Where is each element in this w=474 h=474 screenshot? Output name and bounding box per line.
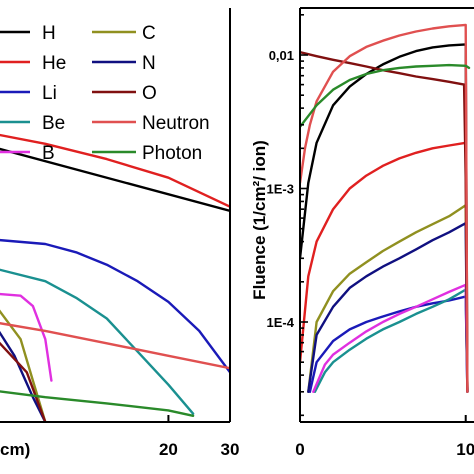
- right-x-tick-label-10: 10: [456, 440, 474, 459]
- right-series-line-o: [300, 51, 469, 393]
- left-series-line-h: [0, 147, 230, 213]
- left-series-line-photon: [0, 390, 195, 417]
- left-x-tick-label-30: 30: [221, 440, 240, 459]
- legend-label-be: Be: [42, 113, 65, 134]
- legend-label-n: N: [142, 53, 156, 74]
- left-plot-area: [0, 133, 230, 422]
- left-series-line-o: [0, 341, 47, 422]
- left-axis: 20 30 cm): [0, 8, 239, 459]
- legend-label-neutron: Neutron: [142, 113, 210, 134]
- left-panel: 20 30 cm) H He Li Be B CNO Neutron Photon: [0, 8, 239, 459]
- right-y-tick-label-1e-4: 1E-4: [267, 315, 295, 330]
- legend-label-c: C: [142, 23, 156, 44]
- right-series-line-b: [312, 283, 469, 393]
- right-series-line-neutron: [300, 23, 469, 393]
- right-y-tick-label-1e-3: 1E-3: [267, 182, 294, 197]
- legend-label-b: B: [42, 143, 55, 164]
- right-series-line-he: [300, 141, 469, 393]
- right-y-axis-label: Fluence (1/cm²/ ion): [250, 140, 269, 300]
- legend-label-li: Li: [42, 83, 57, 104]
- right-plot-area: [300, 23, 471, 393]
- right-series-line-li: [308, 295, 469, 393]
- right-axis: 1E-4 1E-3 0,01 0 10 Fluence (1/cm²/ ion): [250, 7, 474, 459]
- right-series-line-photon: [300, 63, 471, 128]
- left-series-line-n: [0, 330, 47, 422]
- left-series-line-b: [0, 292, 53, 382]
- left-series-line-he: [0, 133, 230, 208]
- right-y-tick-label-0-01: 0,01: [269, 48, 294, 63]
- left-series-line-c: [0, 309, 47, 422]
- left-series-line-neutron: [0, 322, 230, 370]
- legend-label-h: H: [42, 23, 56, 44]
- right-series-line-be: [313, 288, 469, 393]
- legend-label-o: O: [142, 83, 157, 104]
- legend: H He Li Be B CNO Neutron Photon: [0, 23, 210, 164]
- right-series-line-n: [307, 222, 469, 393]
- legend-label-he: He: [42, 53, 66, 74]
- left-series-line-li: [0, 238, 230, 374]
- right-x-tick-label-0: 0: [295, 440, 304, 459]
- left-series-line-be: [0, 268, 195, 415]
- right-series-line-c: [307, 204, 469, 393]
- left-x-axis-label: cm): [0, 440, 30, 459]
- legend-label-photon: Photon: [142, 143, 202, 164]
- right-panel: 1E-4 1E-3 0,01 0 10 Fluence (1/cm²/ ion): [250, 7, 474, 459]
- right-series-line-h: [300, 43, 469, 393]
- left-x-tick-label-20: 20: [159, 440, 178, 459]
